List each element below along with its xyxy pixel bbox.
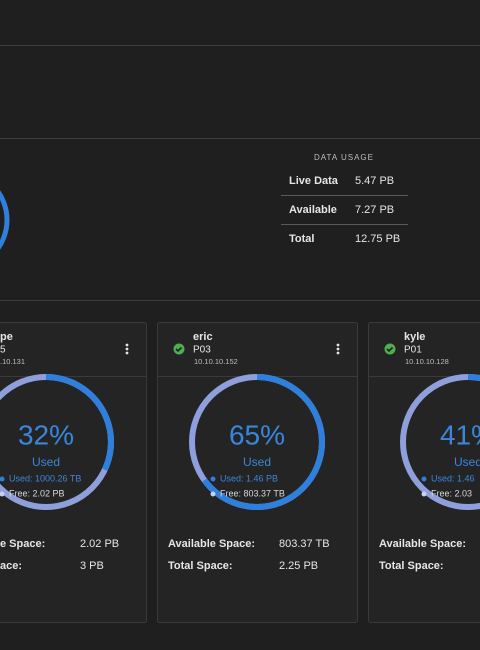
status-check <box>386 346 394 353</box>
usage-value: 12.75 PB <box>355 233 400 245</box>
gauge-caption: Used <box>454 455 480 469</box>
available-label: Available Space: <box>379 538 466 550</box>
total-label: Total Space: <box>379 560 444 572</box>
node-name: eric <box>193 331 213 343</box>
legend-used: Used: 1.46 <box>431 473 475 483</box>
node-id: 5 <box>0 345 6 356</box>
available-label: Available Space: <box>168 538 255 550</box>
node-ip: .10.131 <box>0 357 25 366</box>
gauge-percent: 32% <box>18 419 74 450</box>
menu-dot <box>125 347 129 351</box>
usage-label: Total <box>289 233 314 245</box>
legend-dot <box>210 476 216 482</box>
legend-used: Used: 1.46 PB <box>220 473 278 483</box>
gauge-caption: Used <box>243 455 271 469</box>
legend-dot <box>0 491 5 497</box>
total-label: Total Space: <box>168 560 233 572</box>
menu-dot <box>336 343 340 347</box>
menu-dot <box>336 351 340 355</box>
menu-dot <box>125 343 129 347</box>
legend-used: Used: 1000.26 TB <box>9 473 81 483</box>
menu-dot <box>125 351 129 355</box>
legend-dot <box>421 476 427 482</box>
data-usage-title: DATA USAGE <box>314 153 374 162</box>
card <box>368 322 480 623</box>
gauge-arc <box>0 374 114 510</box>
node-name: pe <box>0 331 13 343</box>
node-ip: 10.10.10.152 <box>194 357 238 366</box>
node-ip: 10.10.10.128 <box>405 357 449 366</box>
node-id: P03 <box>193 345 211 356</box>
node-id: P01 <box>404 345 422 356</box>
menu-dot <box>336 347 340 351</box>
legend-free: Free: 2.03 <box>431 488 472 498</box>
node-card: pe 5.10.131 32% Used Used: 1000.26 TB Free: 2… <box>0 322 147 623</box>
usage-value: 7.27 PB <box>355 204 394 216</box>
usage-value: 5.47 PB <box>355 175 394 187</box>
node-name: kyle <box>404 331 425 343</box>
total-value: 3 PB <box>80 560 104 572</box>
available-label: e Space: <box>0 538 45 550</box>
legend-dot <box>210 491 216 497</box>
legend-free: Free: 803.37 TB <box>220 488 285 498</box>
gauge-arc <box>400 374 480 510</box>
card <box>0 322 147 623</box>
available-value: 2.02 PB <box>80 538 119 550</box>
total-label: ace: <box>0 560 22 572</box>
status-check <box>175 346 183 353</box>
gauge-percent: 41% <box>440 419 480 450</box>
legend-dot <box>0 476 5 482</box>
legend-dot <box>421 491 427 497</box>
gauge-percent: 65% <box>229 419 285 450</box>
available-value: 803.37 TB <box>279 538 330 550</box>
summary-gauge <box>0 190 10 250</box>
gauge-arc <box>189 374 325 510</box>
usage-label: Live Data <box>289 175 339 187</box>
gauge-caption: Used <box>32 455 60 469</box>
total-value: 2.25 PB <box>279 560 318 572</box>
legend-free: Free: 2.02 PB <box>9 488 65 498</box>
usage-label: Available <box>289 204 337 216</box>
